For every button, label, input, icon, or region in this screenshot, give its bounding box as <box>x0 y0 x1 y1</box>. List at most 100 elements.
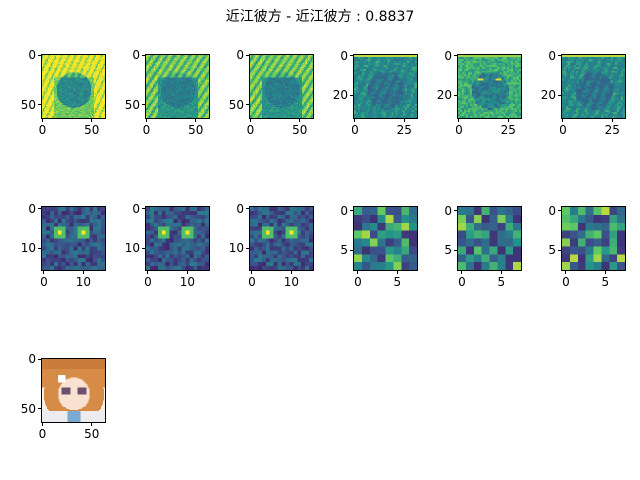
heatmap-cell <box>71 61 73 63</box>
heatmap-cell <box>87 71 89 73</box>
heatmap-cell <box>87 66 89 68</box>
heatmap-cell <box>174 64 176 66</box>
heatmap-cell <box>184 61 186 63</box>
heatmap-cell <box>76 104 78 106</box>
heatmap-cell <box>64 102 66 104</box>
heatmap-cell <box>47 60 49 62</box>
heatmap-cell <box>175 55 177 57</box>
heatmap-cell <box>100 84 102 86</box>
heatmap-cell <box>56 70 58 72</box>
heatmap-cell <box>54 73 56 75</box>
heatmap-cell <box>89 85 91 87</box>
heatmap-cell <box>94 55 96 57</box>
heatmap-cell <box>100 64 102 66</box>
heatmap-cell <box>45 107 47 109</box>
heatmap-cell <box>46 84 48 86</box>
heatmap-cell <box>69 92 71 94</box>
heatmap-cell <box>96 104 98 106</box>
heatmap-cell <box>74 72 76 74</box>
heatmap-cell <box>44 58 46 60</box>
heatmap-cell <box>77 71 79 73</box>
heatmap-cell <box>97 90 99 92</box>
heatmap-cell <box>48 106 50 108</box>
heatmap-cell <box>99 111 101 113</box>
heatmap-cell <box>52 93 54 95</box>
heatmap-cell <box>160 61 162 63</box>
heatmap-cell <box>89 86 91 88</box>
heatmap-cell <box>70 87 72 89</box>
heatmap-cell <box>56 73 58 75</box>
heatmap-cell <box>67 70 69 72</box>
heatmap-cell <box>79 77 81 79</box>
heatmap-cell <box>52 110 54 112</box>
heatmap-cell <box>82 93 84 95</box>
heatmap-cell <box>161 67 163 69</box>
heatmap-cell <box>161 62 163 64</box>
heatmap-cell <box>159 62 161 64</box>
heatmap-cell <box>187 59 189 61</box>
heatmap-cell <box>68 94 70 96</box>
heatmap-cell <box>62 113 64 115</box>
heatmap-cell <box>100 61 102 63</box>
heatmap-cell <box>60 96 62 98</box>
heatmap-cell <box>89 59 91 61</box>
heatmap-cell <box>80 92 82 94</box>
heatmap-cell <box>65 59 67 61</box>
heatmap-cell <box>83 55 85 57</box>
heatmap-cell <box>94 71 96 73</box>
heatmap-cell <box>48 66 50 68</box>
heatmap-cell <box>44 73 46 75</box>
heatmap-cell <box>52 84 54 86</box>
heatmap-cell <box>69 63 71 65</box>
heatmap-cell <box>43 55 45 57</box>
heatmap-cell <box>92 85 94 87</box>
heatmap-cell <box>101 77 103 79</box>
heatmap-cell <box>49 99 51 101</box>
heatmap-cell <box>88 69 90 71</box>
heatmap-cell <box>75 70 77 72</box>
heatmap-cell <box>68 91 70 93</box>
heatmap-cell <box>104 109 105 111</box>
heatmap-cell <box>98 65 100 67</box>
heatmap-cell <box>59 90 61 92</box>
heatmap-cell <box>68 83 70 85</box>
heatmap-cell <box>45 116 47 118</box>
heatmap-cell <box>42 67 44 69</box>
heatmap-cell <box>46 63 48 65</box>
heatmap-cell <box>200 57 202 59</box>
heatmap-cell <box>70 78 72 80</box>
heatmap-cell <box>69 65 71 67</box>
heatmap-cell <box>52 71 54 73</box>
heatmap-cell <box>60 58 62 60</box>
heatmap-cell <box>83 116 85 118</box>
heatmap-cell <box>92 112 94 114</box>
heatmap-cell <box>86 70 88 72</box>
heatmap-cell <box>50 55 52 57</box>
heatmap-cell <box>204 66 206 68</box>
heatmap-cell <box>97 75 99 77</box>
heatmap-cell <box>152 67 154 69</box>
heatmap-cell <box>162 63 164 65</box>
heatmap-cell <box>55 107 57 109</box>
heatmap-cell <box>67 86 69 88</box>
heatmap-cell <box>66 64 68 66</box>
heatmap-cell <box>165 65 167 67</box>
heatmap-cell <box>51 87 53 89</box>
heatmap-cell <box>43 88 45 90</box>
heatmap-cell <box>62 116 64 118</box>
heatmap-cell <box>67 99 69 101</box>
heatmap-cell <box>78 98 80 100</box>
heatmap-cell <box>70 57 72 59</box>
heatmap-cell <box>73 82 75 84</box>
heatmap-cell <box>82 105 84 107</box>
heatmap-cell <box>85 109 87 111</box>
heatmap-cell <box>89 102 91 104</box>
heatmap-cell <box>84 89 86 91</box>
heatmap-cell <box>94 70 96 72</box>
heatmap-cell <box>73 73 75 75</box>
heatmap-cell <box>51 110 53 112</box>
heatmap-cell <box>48 73 50 75</box>
heatmap-cell <box>80 113 82 115</box>
heatmap-cell <box>73 97 75 99</box>
heatmap-cell <box>64 76 66 78</box>
